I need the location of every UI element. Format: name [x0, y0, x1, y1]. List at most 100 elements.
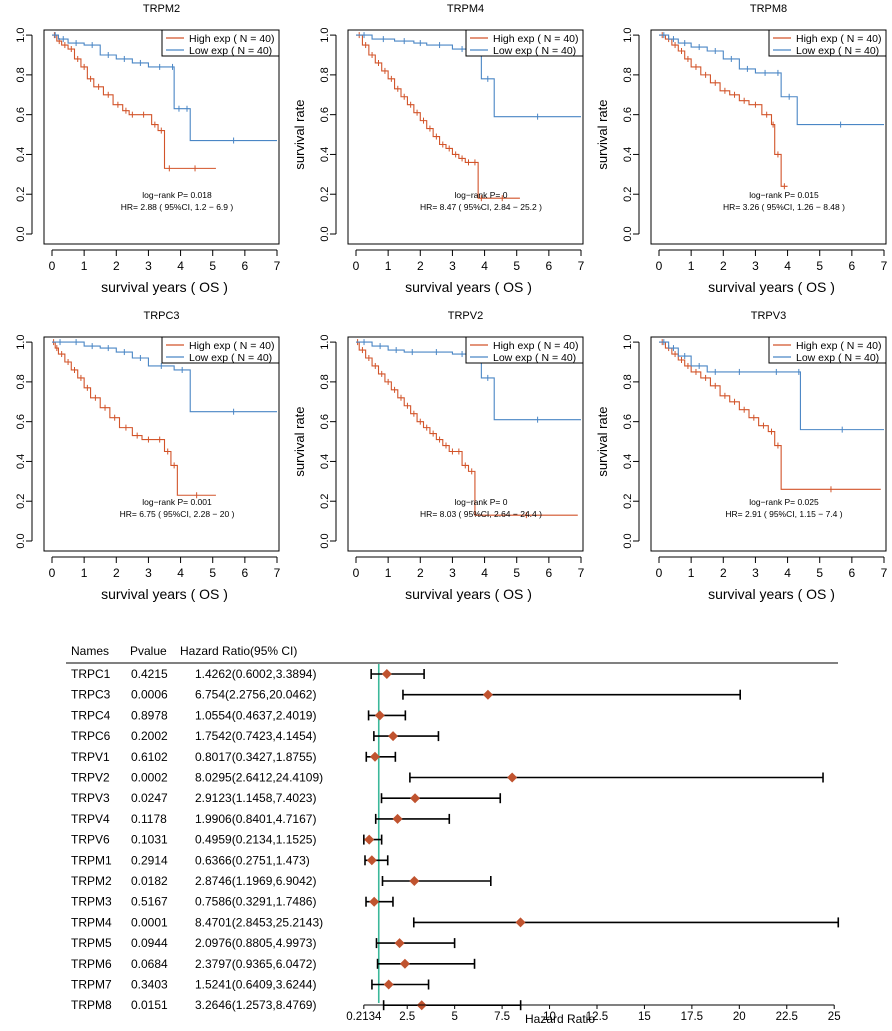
- x-tick-label: 6: [546, 566, 553, 580]
- legend-low-label: Low exp ( N = 40): [493, 45, 576, 57]
- y-tick-label: 0.6: [622, 414, 634, 429]
- high-exp-curve: [659, 34, 788, 187]
- forest-x-tick-label: 15: [638, 1011, 651, 1023]
- x-tick-label: 6: [242, 259, 249, 273]
- forest-x-tick-label: 25: [828, 1011, 841, 1023]
- row-pvalue: 0.0006: [131, 688, 168, 702]
- x-tick-label: 3: [145, 566, 152, 580]
- legend-box: [465, 29, 584, 57]
- row-pvalue: 0.6102: [131, 750, 168, 764]
- x-tick-label: 6: [849, 259, 856, 273]
- forest-x-tick-label: 12.5: [586, 1011, 608, 1023]
- hr-diamond: [374, 710, 385, 721]
- y-tick-label: 0.6: [15, 414, 27, 429]
- x-tick-label: 7: [578, 566, 585, 580]
- row-pvalue: 0.0684: [131, 957, 168, 971]
- hazard-ratio-text: HR= 8.03 ( 95%CI, 2.64 − 24.4 ): [420, 509, 542, 519]
- column-header-hr: Hazard Ratio(95% CI): [180, 644, 297, 658]
- legend-low-label: Low exp ( N = 40): [189, 352, 272, 364]
- row-pvalue: 0.2002: [131, 729, 168, 743]
- x-tick-label: 0: [656, 259, 663, 273]
- forest-x-tick-label: 10: [543, 1011, 556, 1023]
- x-tick-label: 5: [816, 259, 823, 273]
- y-tick-label: 0.6: [319, 414, 331, 429]
- row-hr-text: 1.4262(0.6002,3.3894): [195, 667, 316, 681]
- panel-title: TRPM2: [143, 3, 180, 15]
- km-panel-trpm4: TRPM4 0.0 0.2 0.4 0.6 0.8 1.0 survival rate 0 1 2 3…: [292, 3, 585, 295]
- x-tick-label: 5: [513, 566, 520, 580]
- logrank-pvalue: log−rank P= 0.018: [142, 190, 212, 200]
- row-hr-text: 0.7586(0.3291,1.7486): [195, 895, 316, 909]
- row-name: TRPM6: [71, 957, 112, 971]
- x-tick-label: 4: [481, 259, 488, 273]
- logrank-pvalue: log−rank P= 0.025: [749, 497, 819, 507]
- row-name: TRPM2: [71, 874, 112, 888]
- row-hr-text: 0.6366(0.2751,1.473): [195, 853, 310, 867]
- y-tick-label: 0.0: [15, 533, 27, 548]
- x-tick-label: 2: [720, 566, 727, 580]
- row-hr-text: 1.5241(0.6409,3.6244): [195, 978, 316, 992]
- row-pvalue: 0.0151: [131, 998, 168, 1012]
- row-pvalue: 0.1031: [131, 833, 168, 847]
- panel-title: TRPV3: [751, 310, 786, 322]
- hr-diamond: [369, 751, 380, 762]
- x-tick-label: 0: [49, 566, 56, 580]
- y-tick-label: 1.0: [622, 27, 634, 42]
- y-tick-label: 0.2: [319, 494, 331, 509]
- row-name: TRPV4: [71, 812, 110, 826]
- row-name: TRPM4: [71, 915, 112, 929]
- row-name: TRPM5: [71, 936, 112, 950]
- legend-box: [161, 29, 280, 57]
- row-name: TRPV2: [71, 771, 110, 785]
- x-tick-label: 5: [209, 566, 216, 580]
- forest-x-tick-label: 22.5: [776, 1011, 798, 1023]
- hr-diamond: [399, 958, 410, 969]
- hazard-ratio-text: HR= 2.88 ( 95%CI, 1.2 − 6.9 ): [121, 202, 234, 212]
- row-hr-text: 2.8746(1.1969,6.9042): [195, 874, 316, 888]
- x-tick-label: 7: [578, 259, 585, 273]
- row-name: TRPC4: [71, 708, 111, 722]
- hr-diamond: [507, 772, 518, 783]
- y-tick-label: 0.2: [622, 187, 634, 202]
- row-pvalue: 0.3403: [131, 978, 168, 992]
- x-tick-label: 3: [752, 566, 759, 580]
- legend-box: [768, 336, 887, 364]
- row-pvalue: 0.2914: [131, 853, 168, 867]
- km-panel-trpm8: TRPM8 0.0 0.2 0.4 0.6 0.8 1.0 survival rate 0 1 2 3…: [595, 3, 888, 295]
- y-tick-label: 0.4: [319, 454, 331, 469]
- y-tick-label: 0.4: [15, 454, 27, 469]
- y-tick-label: 0.4: [622, 147, 634, 162]
- panel-title: TRPM8: [750, 3, 787, 15]
- row-pvalue: 0.1178: [131, 812, 167, 826]
- hr-diamond: [381, 669, 392, 679]
- km-panel-trpm2: TRPM2 0.0 0.2 0.4 0.6 0.8 1.0 survival rate 0 1 2 3…: [0, 3, 281, 295]
- x-tick-label: 3: [449, 259, 456, 273]
- row-pvalue: 0.0182: [131, 874, 168, 888]
- y-tick-label: 1.0: [622, 334, 634, 349]
- row-pvalue: 0.0001: [131, 915, 168, 929]
- y-axis-label: survival rate: [0, 407, 3, 477]
- km-panel-trpv2: TRPV2 0.0 0.2 0.4 0.6 0.8 1.0 survival rate 0 1 2 3…: [292, 310, 585, 602]
- legend-low-label: Low exp ( N = 40): [493, 352, 576, 364]
- y-axis-label: survival rate: [595, 100, 610, 170]
- legend-high-label: High exp ( N = 40): [189, 340, 275, 352]
- x-tick-label: 3: [752, 259, 759, 273]
- row-name: TRPV1: [71, 750, 110, 764]
- row-hr-text: 1.7542(0.7423,4.1454): [195, 729, 316, 743]
- panel-title: TRPC3: [143, 310, 179, 322]
- km-panel-trpc3: TRPC3 0.0 0.2 0.4 0.6 0.8 1.0 survival rate 0 1 2 3…: [0, 310, 281, 602]
- row-name: TRPV6: [71, 833, 110, 847]
- row-name: TRPM3: [71, 895, 112, 909]
- row-name: TRPC3: [71, 688, 111, 702]
- row-hr-text: 0.8017(0.3427,1.8755): [195, 750, 316, 764]
- x-tick-label: 5: [816, 566, 823, 580]
- x-tick-label: 0: [353, 259, 360, 273]
- x-tick-label: 5: [513, 259, 520, 273]
- row-hr-text: 2.3797(0.9365,6.0472): [195, 957, 316, 971]
- y-tick-label: 0.2: [622, 494, 634, 509]
- x-tick-label: 7: [881, 566, 888, 580]
- row-hr-text: 6.754(2.2756,20.0462): [195, 688, 316, 702]
- forest-x-tick-label: 17.5: [681, 1011, 703, 1023]
- logrank-pvalue: log−rank P= 0.015: [749, 190, 819, 200]
- y-tick-label: 0.6: [622, 107, 634, 122]
